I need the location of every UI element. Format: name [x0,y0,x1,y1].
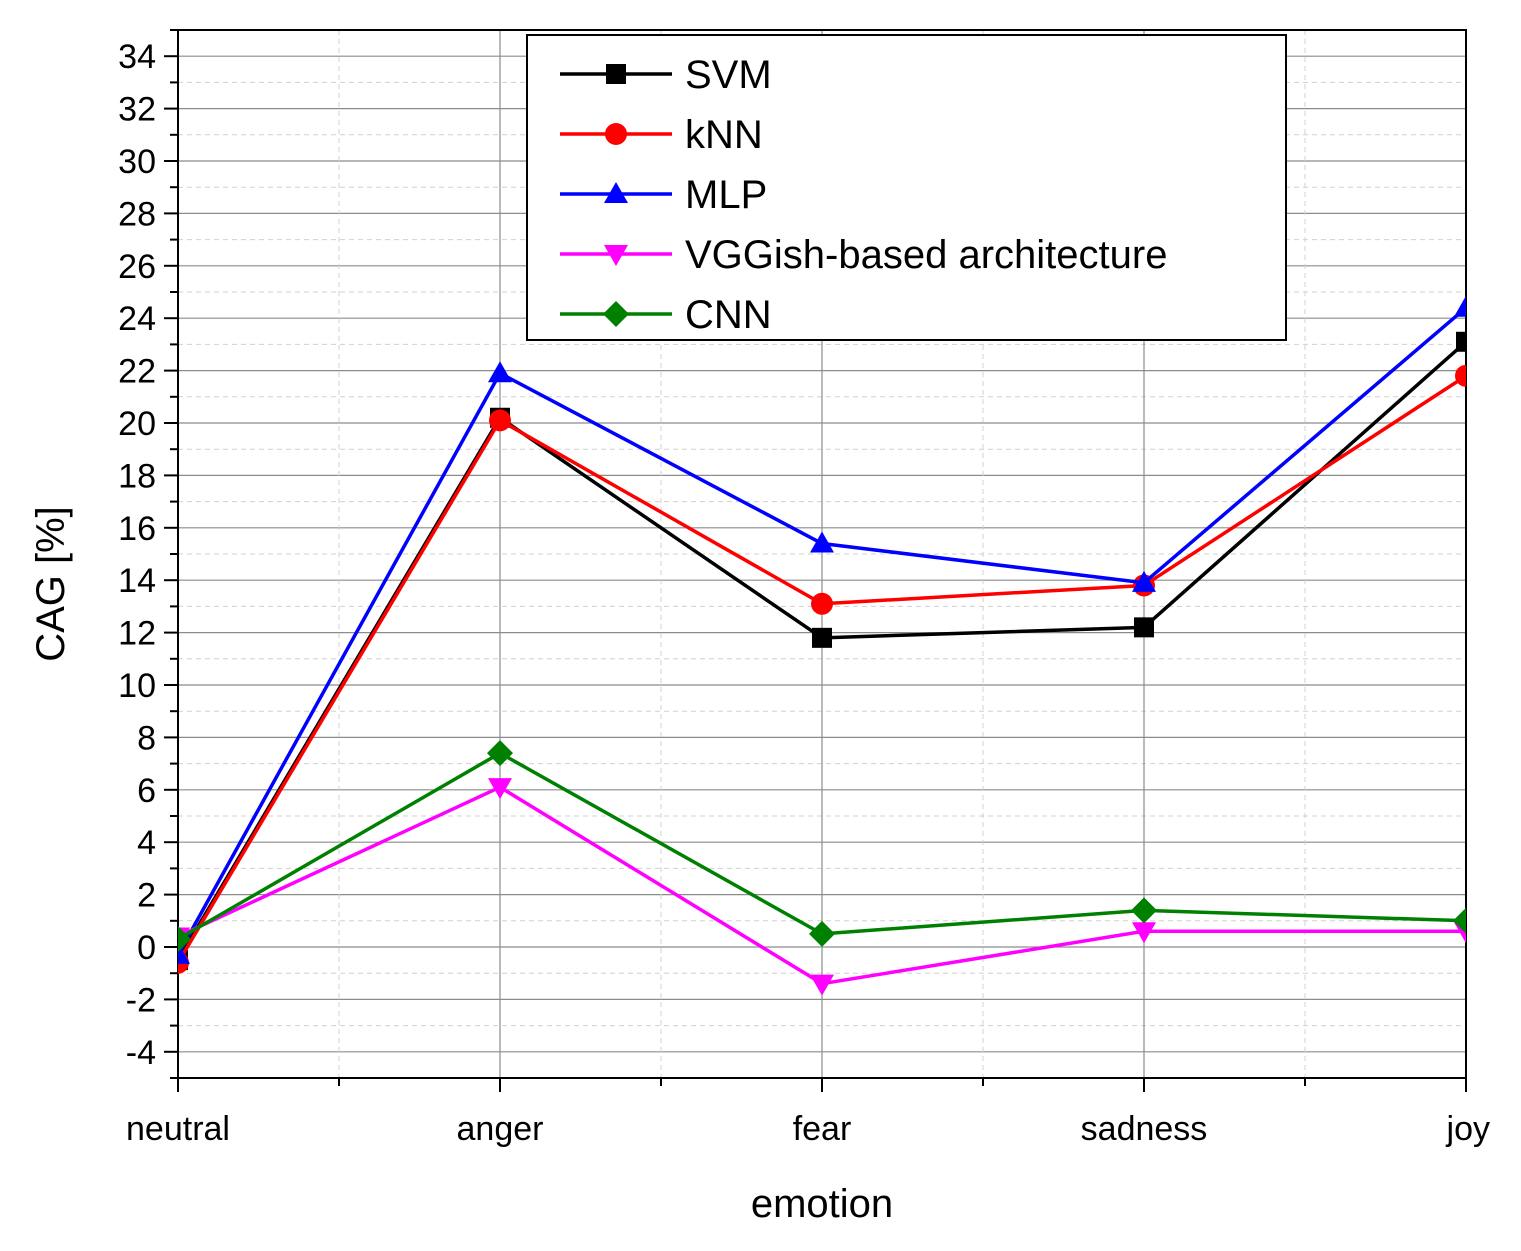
data-point [1455,364,1466,387]
y-tick-label: 10 [118,667,156,705]
y-tick-label: 14 [118,562,156,600]
y-tick-label: 28 [118,195,156,233]
y-tick-label: 16 [118,510,156,548]
x-axis-title: emotion [751,1182,893,1226]
data-point [1132,922,1156,944]
y-tick-label: 0 [137,929,156,967]
y-tick-label: 26 [118,248,156,286]
y-tick-label: 22 [118,353,156,391]
data-point [489,409,511,432]
axes: -4-20246810121416182022242628303234neutr… [118,29,1490,1148]
x-tick-label: fear [793,1110,852,1148]
y-tick-label: 4 [137,824,156,862]
y-tick-label: 20 [118,405,156,443]
y-tick-label: 24 [118,300,156,338]
y-tick-label: -2 [126,981,156,1019]
y-axis-title: CAG [%] [29,506,73,662]
legend-label: CNN [685,293,772,337]
legend-item: MLP [560,173,767,217]
series-mlp [178,295,1466,964]
y-tick-label: 30 [118,143,156,181]
legend-box [526,34,1287,341]
data-point [810,974,834,996]
data-point [1454,295,1466,317]
x-tick-label: joy [1446,1110,1490,1148]
y-tick-label: 8 [137,719,156,757]
y-tick-label: 32 [118,91,156,129]
legend-label: SVM [685,53,772,97]
data-point [1131,897,1157,924]
legend-marker [604,182,628,203]
legend-item: SVM [560,53,772,97]
data-point [810,531,834,553]
data-point [487,740,513,767]
data-point [812,627,832,648]
data-point [1134,617,1154,638]
y-tick-label: 6 [137,772,156,810]
legend-item: kNN [560,113,763,157]
x-tick-label: sadness [1081,1110,1208,1148]
data-point [178,926,191,953]
legend-label: VGGish-based architecture [685,233,1167,277]
y-tick-label: 34 [118,38,156,76]
series [178,295,1466,996]
legend-label: kNN [685,113,763,157]
legend-marker [604,245,628,266]
legend-marker [605,123,627,145]
data-point [1132,570,1156,592]
data-point [488,778,512,800]
y-tick-label: 2 [137,877,156,915]
legend-item: VGGish-based architecture [560,233,1167,277]
data-point [811,592,833,615]
x-tick-label: anger [457,1110,544,1148]
data-point [809,920,835,947]
data-point [488,361,512,383]
x-tick-label: neutral [126,1110,230,1148]
legend: SVM kNN MLP VGGish-based architecture CNN [526,34,1287,341]
y-tick-label: -4 [126,1034,156,1072]
legend-item: CNN [560,293,772,337]
legend-label: MLP [685,173,767,217]
data-point [1453,907,1466,934]
series-cnn [178,740,1466,953]
data-point [1456,331,1466,352]
legend-marker [606,64,626,84]
legend-marker [603,301,629,327]
y-tick-label: 18 [118,457,156,495]
y-tick-label: 12 [118,615,156,653]
